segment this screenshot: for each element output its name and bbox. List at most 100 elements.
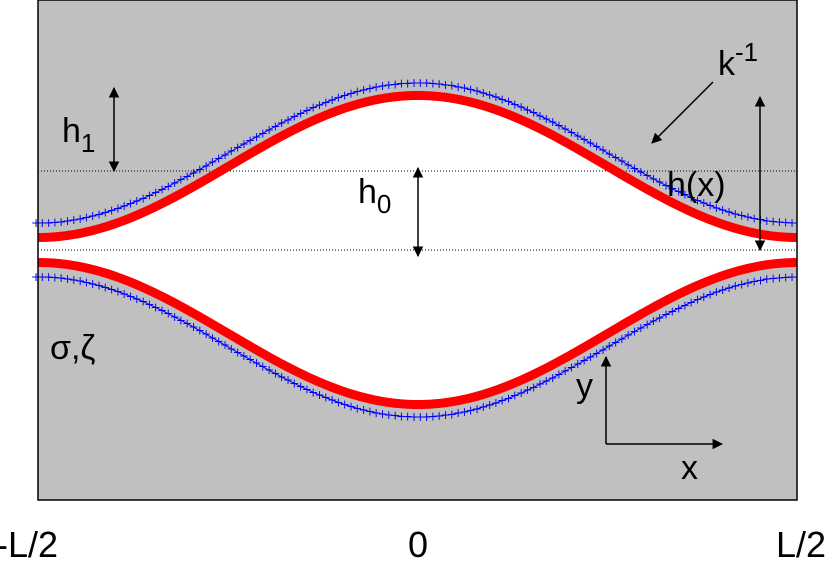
charge-marker: + bbox=[346, 87, 356, 101]
charge-marker: + bbox=[195, 324, 205, 338]
charge-marker: + bbox=[37, 270, 47, 284]
charge-marker: + bbox=[705, 199, 715, 213]
charge-marker: + bbox=[214, 152, 224, 166]
charge-marker: + bbox=[245, 353, 255, 367]
charge-marker: + bbox=[119, 199, 129, 213]
debye-length-label: k-1 bbox=[718, 37, 758, 83]
charge-marker: + bbox=[730, 207, 740, 221]
charge-marker: + bbox=[151, 186, 161, 200]
charge-marker: + bbox=[321, 391, 331, 405]
charge-marker: + bbox=[390, 77, 400, 91]
charge-marker: + bbox=[510, 389, 520, 403]
charge-marker: + bbox=[503, 391, 513, 405]
charge-marker: + bbox=[692, 293, 702, 307]
charge-marker: + bbox=[422, 410, 432, 424]
charge-marker: + bbox=[667, 304, 677, 318]
charge-marker: + bbox=[629, 325, 639, 339]
charge-marker: + bbox=[415, 410, 425, 424]
charge-marker: + bbox=[132, 292, 142, 306]
charge-marker: + bbox=[245, 133, 255, 147]
charge-marker: + bbox=[711, 201, 721, 215]
charge-marker: + bbox=[692, 193, 702, 207]
charge-marker: + bbox=[283, 113, 293, 127]
charge-marker: + bbox=[661, 308, 671, 322]
charge-marker: + bbox=[554, 119, 564, 133]
charge-marker: + bbox=[522, 383, 532, 397]
charge-marker: + bbox=[157, 304, 167, 318]
charge-marker: + bbox=[258, 360, 268, 374]
charge-marker: + bbox=[138, 191, 148, 205]
bottom-charge-markers: ++++++++++++++++++++++++++++++++++++++++… bbox=[31, 270, 797, 424]
charge-marker: + bbox=[680, 188, 690, 202]
charge-marker: + bbox=[31, 270, 41, 284]
plot-frame bbox=[37, 0, 798, 501]
charge-marker: + bbox=[195, 162, 205, 176]
charge-marker: + bbox=[636, 321, 646, 335]
charge-marker: + bbox=[125, 289, 135, 303]
charge-marker: + bbox=[81, 275, 91, 289]
charge-marker: + bbox=[69, 273, 79, 287]
charge-marker: + bbox=[346, 400, 356, 414]
charge-marker: + bbox=[377, 79, 387, 93]
charge-marker: + bbox=[94, 279, 104, 293]
charge-marker: + bbox=[548, 371, 558, 385]
charge-marker: + bbox=[579, 132, 589, 146]
charge-marker: + bbox=[258, 126, 268, 140]
charge-marker: + bbox=[655, 311, 665, 325]
charge-marker: + bbox=[743, 210, 753, 224]
charge-marker: + bbox=[440, 408, 450, 422]
charge-marker: + bbox=[755, 273, 765, 287]
h1-label: h1 bbox=[62, 112, 95, 158]
charge-marker: + bbox=[459, 81, 469, 95]
charge-marker: + bbox=[333, 91, 343, 105]
charge-marker: + bbox=[497, 92, 507, 106]
charge-marker: + bbox=[365, 405, 375, 419]
charge-marker: + bbox=[182, 169, 192, 183]
charge-marker: + bbox=[352, 401, 362, 415]
charge-marker: + bbox=[648, 314, 658, 328]
charge-marker: + bbox=[207, 155, 217, 169]
charge-marker: + bbox=[176, 173, 186, 187]
charge-marker: + bbox=[743, 276, 753, 290]
charge-marker: + bbox=[201, 159, 211, 173]
charge-marker: + bbox=[233, 141, 243, 155]
charge-marker: + bbox=[251, 130, 261, 144]
charge-marker: + bbox=[371, 80, 381, 94]
charge-marker: + bbox=[56, 271, 66, 285]
charge-marker: + bbox=[277, 370, 287, 384]
charge-marker: + bbox=[554, 368, 564, 382]
charge-marker: + bbox=[573, 129, 583, 143]
charge-marker: + bbox=[617, 332, 627, 346]
charge-marker: + bbox=[510, 97, 520, 111]
charge-marker: + bbox=[333, 395, 343, 409]
charge-marker: + bbox=[62, 214, 72, 228]
charge-marker: + bbox=[516, 100, 526, 114]
charge-marker: + bbox=[762, 272, 772, 286]
charge-marker: + bbox=[264, 363, 274, 377]
tick-center: 0 bbox=[408, 524, 428, 563]
charge-marker: + bbox=[302, 382, 312, 396]
charge-marker: + bbox=[592, 140, 602, 154]
charge-marker: + bbox=[774, 271, 784, 285]
charge-marker: + bbox=[497, 394, 507, 408]
charge-marker: + bbox=[730, 279, 740, 293]
charge-marker: + bbox=[686, 295, 696, 309]
charge-marker: + bbox=[100, 280, 110, 294]
charge-marker: + bbox=[409, 76, 419, 90]
charge-marker: + bbox=[724, 281, 734, 295]
charge-marker: + bbox=[585, 350, 595, 364]
charge-marker: + bbox=[296, 380, 306, 394]
charge-marker: + bbox=[617, 154, 627, 168]
h0-label: h0 bbox=[358, 173, 391, 219]
charge-marker: + bbox=[321, 95, 331, 109]
charge-marker: + bbox=[308, 101, 318, 115]
charge-marker: + bbox=[56, 215, 66, 229]
charge-marker: + bbox=[220, 148, 230, 162]
charge-marker: + bbox=[472, 84, 482, 98]
charge-marker: + bbox=[629, 161, 639, 175]
charge-marker: + bbox=[604, 147, 614, 161]
charge-marker: + bbox=[787, 270, 797, 284]
charge-marker: + bbox=[283, 373, 293, 387]
charge-marker: + bbox=[585, 136, 595, 150]
